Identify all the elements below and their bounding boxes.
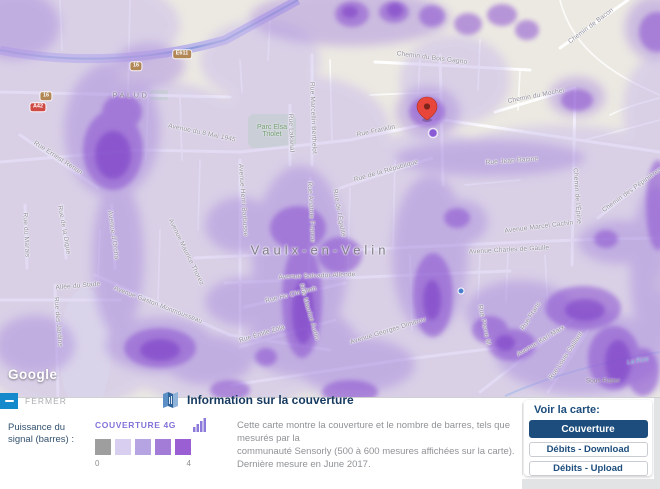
page-background-corner bbox=[522, 479, 660, 489]
signal-strength-label: Puissance du signal (barres) : bbox=[8, 422, 74, 445]
map-base bbox=[0, 0, 660, 397]
location-pin-icon bbox=[416, 96, 438, 122]
transit-stop-icon bbox=[457, 287, 465, 295]
legend-title: COUVERTURE 4G bbox=[95, 420, 177, 430]
page-background-strip bbox=[654, 398, 660, 489]
panel-divider bbox=[522, 403, 523, 475]
info-section-title: Information sur la couverture bbox=[187, 393, 354, 407]
info-line-2: communauté Sensorly (500 à 600 mesures a… bbox=[237, 446, 515, 457]
info-text: Cette carte montre la couverture et le n… bbox=[237, 419, 517, 471]
coverage-overlay bbox=[0, 0, 660, 397]
fermer-button[interactable]: FERMER bbox=[0, 393, 67, 409]
map-type-title: Voir la carte: bbox=[534, 404, 600, 416]
measurement-dot bbox=[427, 127, 439, 139]
debits-download-button[interactable]: Débits - Download bbox=[528, 442, 648, 457]
bottom-panel: FERMER Puissance du signal (barres) : CO… bbox=[0, 392, 660, 489]
minus-icon bbox=[0, 393, 18, 409]
map-info-icon bbox=[163, 392, 178, 408]
signal-bars-icon bbox=[193, 418, 206, 432]
legend-swatch bbox=[115, 439, 131, 455]
legend-scale-max: 4 bbox=[186, 459, 191, 468]
map-canvas[interactable]: Vaulx-en-Velin PALUD Parc Elsa Triolet S… bbox=[0, 0, 660, 397]
couverture-button[interactable]: Couverture bbox=[528, 420, 648, 438]
legend-swatch bbox=[155, 439, 171, 455]
legend-swatch bbox=[175, 439, 191, 455]
debits-upload-button[interactable]: Débits - Upload bbox=[528, 461, 648, 476]
legend-swatch bbox=[135, 439, 151, 455]
legend-swatch bbox=[95, 439, 111, 455]
fermer-label: FERMER bbox=[25, 396, 67, 406]
info-line-3: Dernière mesure en June 2017. bbox=[237, 459, 371, 470]
google-logo[interactable]: Google bbox=[8, 367, 58, 382]
legend-scale-min: 0 bbox=[95, 459, 100, 468]
legend-swatches bbox=[95, 439, 207, 455]
coverage-legend: COUVERTURE 4G 0 4 bbox=[95, 418, 207, 468]
map-type-card: Voir la carte: Couverture Débits - Downl… bbox=[524, 400, 652, 476]
info-line-1: Cette carte montre la couverture et le n… bbox=[237, 420, 510, 444]
